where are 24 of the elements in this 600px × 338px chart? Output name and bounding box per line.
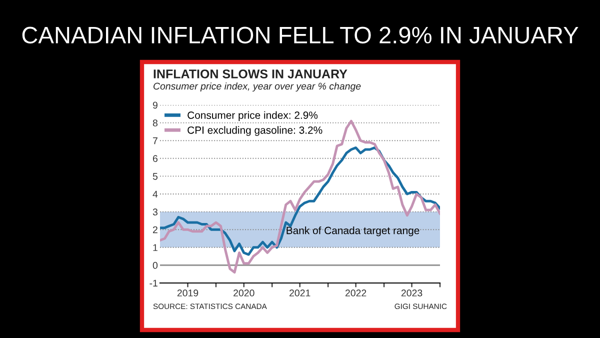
y-tick-label: 4 [152, 190, 158, 198]
line-series [160, 120, 440, 274]
y-tick-label: 0 [152, 262, 158, 269]
x-tick-label: 2021 [290, 290, 310, 296]
chart-title: CANADIAN INFLATION FELL TO 2.9% IN JANUARY [22, 26, 578, 44]
chart-subtitle: INFLATION SLOWS IN JANUARY [154, 70, 348, 78]
y-tick-label: 8 [152, 120, 158, 126]
legend-label: CPI excluding gasoline: 3.2% [188, 126, 322, 136]
y-tick-label: 1 [153, 244, 158, 251]
y-tick-label: 5 [152, 173, 158, 180]
y-tick-label: 7 [153, 137, 158, 144]
x-tick-label: 2023 [401, 290, 422, 296]
y-tick-label: 6 [153, 155, 158, 162]
y-tick-label: -1 [150, 280, 158, 287]
legend-label: Consumer price index: 2.9% [188, 111, 318, 121]
x-tick-label: 2022 [345, 290, 366, 296]
y-tick-label: 2 [153, 226, 158, 234]
x-tick-label: 2019 [177, 290, 198, 296]
line-series [160, 146, 440, 256]
y-tick-label: 3 [152, 208, 158, 216]
band-label: Bank of Canada target range [286, 226, 420, 236]
text: Consumer price index, year over year % change [154, 82, 361, 92]
x-tick-label: 2020 [234, 290, 254, 296]
y-tick-label: 9 [152, 102, 158, 109]
